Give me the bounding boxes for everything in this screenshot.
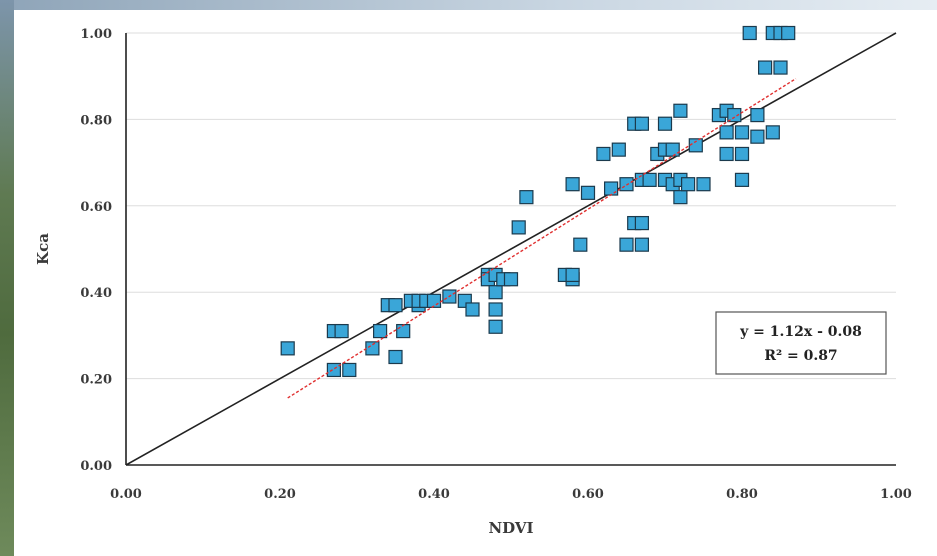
data-point-15 <box>426 293 442 308</box>
y-tick-label-4: 0.80 <box>80 113 112 128</box>
data-point-22 <box>488 302 503 317</box>
x-tick-label-1: 0.20 <box>264 487 296 502</box>
y-tick-label-1: 0.20 <box>80 373 112 388</box>
x-tick-label-5: 1.00 <box>880 487 912 502</box>
y-tick-labels: 0.00 0.20 0.40 0.60 0.80 1.00 <box>80 27 112 474</box>
background-strip-left <box>0 0 14 556</box>
x-tick-label-2: 0.40 <box>418 487 450 502</box>
data-point-5 <box>365 341 380 356</box>
x-axis-title: NDVI <box>488 519 533 537</box>
axes <box>125 33 896 466</box>
data-point-33 <box>573 237 588 252</box>
data-point-8 <box>388 298 403 313</box>
data-point-71 <box>765 125 780 140</box>
data-point-44 <box>634 116 650 131</box>
data-point-60 <box>719 146 734 162</box>
data-point-9 <box>388 349 403 365</box>
data-point-56 <box>680 177 696 192</box>
data-point-55 <box>673 190 688 205</box>
background-strip-top <box>0 0 937 10</box>
data-point-3 <box>326 362 341 378</box>
data-point-2 <box>334 323 349 339</box>
data-point-27 <box>511 220 526 235</box>
trend-line <box>287 78 797 399</box>
equation-text: y = 1.12x - 0.08 <box>739 324 862 340</box>
data-point-57 <box>688 138 703 153</box>
data-point-66 <box>734 172 750 187</box>
data-point-35 <box>596 146 611 162</box>
data-point-63 <box>727 107 742 123</box>
equation-box: y = 1.12x - 0.08 R² = 0.87 <box>715 311 887 375</box>
data-point-37 <box>611 142 626 157</box>
x-tick-label-4: 0.80 <box>726 487 758 502</box>
data-point-67 <box>742 25 757 41</box>
data-point-31 <box>565 267 580 283</box>
x-tick-labels: 0.00 0.20 0.40 0.60 0.80 1.00 <box>110 487 912 502</box>
data-point-62 <box>719 125 734 140</box>
data-point-18 <box>465 302 480 317</box>
data-point-49 <box>657 116 673 131</box>
y-tick-label-2: 0.40 <box>80 286 112 301</box>
data-point-68 <box>750 129 765 144</box>
data-point-64 <box>734 125 750 140</box>
data-point-6 <box>373 323 388 339</box>
data-point-53 <box>673 103 688 118</box>
data-point-58 <box>696 177 711 192</box>
data-point-28 <box>519 190 534 205</box>
data-point-43 <box>634 215 650 231</box>
data-point-26 <box>503 272 519 287</box>
y-tick-label-5: 1.00 <box>80 27 112 42</box>
data-point-38 <box>619 237 634 252</box>
data-point-21 <box>488 285 503 300</box>
data-point-42 <box>634 237 650 252</box>
data-point-69 <box>750 107 765 123</box>
y-tick-label-0: 0.00 <box>80 459 112 474</box>
data-point-70 <box>757 60 773 75</box>
data-point-65 <box>734 146 750 162</box>
data-point-46 <box>642 172 657 187</box>
data-point-73 <box>773 60 788 75</box>
data-point-0 <box>280 341 295 356</box>
data-point-23 <box>488 319 503 334</box>
data-point-32 <box>565 177 580 192</box>
data-point-34 <box>580 185 596 200</box>
data-point-10 <box>396 323 411 339</box>
equation-box-frame <box>715 311 887 375</box>
y-axis-title: Kca <box>34 233 52 265</box>
identity-line <box>125 32 897 466</box>
x-tick-label-0: 0.00 <box>110 487 142 502</box>
data-points <box>280 25 796 378</box>
data-point-39 <box>619 177 634 192</box>
data-point-4 <box>342 362 357 378</box>
data-point-52 <box>665 142 680 157</box>
data-point-36 <box>603 181 619 196</box>
data-point-75 <box>781 25 796 41</box>
x-tick-label-3: 0.60 <box>572 487 604 502</box>
y-tick-label-3: 0.60 <box>80 200 112 215</box>
r-squared-text: R² = 0.87 <box>764 348 837 364</box>
